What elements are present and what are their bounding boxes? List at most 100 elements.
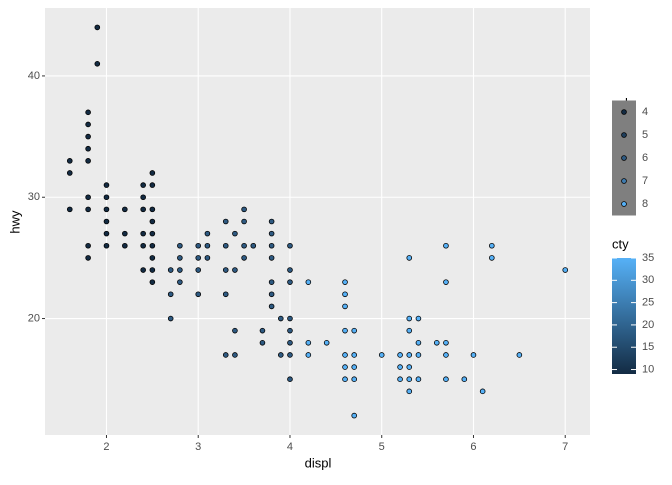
- x-tick-label: 7: [562, 441, 568, 453]
- point: [149, 255, 156, 261]
- y-tick-label: 30: [28, 191, 40, 203]
- point: [397, 352, 403, 358]
- point: [351, 327, 358, 334]
- point: [415, 352, 422, 358]
- point: [305, 279, 312, 285]
- point: [149, 218, 156, 225]
- point: [489, 255, 495, 261]
- point: [85, 109, 91, 116]
- legend-symbol: [621, 155, 627, 161]
- legend-label: 30: [642, 274, 654, 286]
- point: [222, 242, 229, 249]
- point: [66, 170, 73, 176]
- point: [351, 352, 358, 358]
- point: [195, 291, 202, 298]
- point: [122, 206, 128, 213]
- point: [103, 242, 110, 249]
- point: [149, 170, 156, 176]
- x-tick-label: 2: [103, 441, 109, 453]
- point: [149, 267, 156, 273]
- point: [140, 182, 146, 188]
- point: [149, 242, 156, 249]
- x-tick-label: 5: [379, 441, 385, 453]
- point: [85, 158, 91, 164]
- point: [103, 218, 110, 225]
- point: [433, 340, 440, 346]
- point: [204, 255, 211, 261]
- point: [232, 327, 238, 334]
- point: [140, 230, 146, 237]
- point: [103, 182, 110, 188]
- point: [406, 327, 413, 334]
- point: [479, 388, 486, 395]
- point: [342, 303, 348, 310]
- point: [443, 340, 449, 346]
- legend-symbol: [621, 132, 627, 138]
- point: [85, 133, 91, 140]
- legend-label: 20: [642, 319, 654, 331]
- legend-label: 10: [642, 363, 654, 375]
- y-axis-title: hwy: [7, 210, 22, 234]
- point: [406, 364, 413, 370]
- point: [94, 61, 101, 67]
- legend-label: 5: [642, 129, 648, 141]
- point: [287, 327, 293, 334]
- point: [342, 352, 348, 358]
- point: [415, 315, 422, 322]
- point: [287, 267, 293, 273]
- point: [167, 315, 174, 322]
- legend-label: 35: [642, 252, 654, 264]
- legend-label: 8: [642, 198, 648, 210]
- point: [167, 291, 174, 298]
- point: [177, 242, 183, 249]
- legend-title: cty: [612, 236, 629, 251]
- legend-label: 15: [642, 341, 654, 353]
- point: [397, 364, 403, 370]
- point: [287, 340, 293, 346]
- point: [204, 242, 211, 249]
- point: [461, 376, 468, 382]
- point: [268, 255, 275, 261]
- point: [259, 327, 266, 334]
- point: [305, 340, 312, 346]
- point: [177, 279, 183, 285]
- point: [470, 352, 477, 358]
- point: [103, 206, 110, 213]
- point: [342, 279, 348, 285]
- point: [177, 255, 183, 261]
- point: [287, 279, 293, 285]
- point: [177, 267, 183, 273]
- point: [85, 121, 91, 128]
- point: [103, 230, 110, 237]
- point: [195, 242, 202, 249]
- legend-label: 4: [642, 106, 648, 118]
- point: [443, 242, 449, 249]
- point: [94, 24, 101, 31]
- point: [122, 242, 128, 249]
- point: [406, 376, 413, 382]
- point: [323, 340, 330, 346]
- point: [85, 194, 91, 201]
- x-axis-title: displ: [305, 455, 332, 470]
- point: [406, 255, 413, 261]
- point: [195, 255, 202, 261]
- point: [66, 206, 73, 213]
- legend-symbol: [621, 109, 627, 115]
- point: [351, 376, 358, 382]
- point: [232, 230, 238, 237]
- point: [232, 267, 238, 273]
- point: [287, 242, 293, 249]
- point: [406, 352, 413, 358]
- point: [406, 388, 413, 395]
- point: [149, 206, 156, 213]
- point: [397, 376, 403, 382]
- point: [268, 218, 275, 225]
- legend-symbol: [621, 178, 627, 184]
- point: [516, 352, 523, 358]
- point: [268, 279, 275, 285]
- legend-label: 6: [642, 152, 648, 164]
- point: [406, 315, 413, 322]
- point: [342, 376, 348, 382]
- point: [287, 352, 293, 358]
